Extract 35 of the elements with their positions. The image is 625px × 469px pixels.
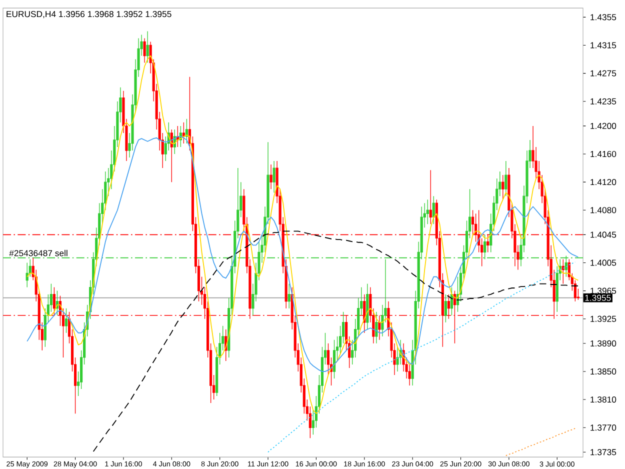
- y-tick-label: 1.4275: [590, 70, 616, 76]
- y-tick-label: 1.4355: [590, 14, 616, 20]
- ref-line-label: 1.3955: [585, 294, 611, 301]
- y-tick-label: 1.4160: [590, 150, 616, 158]
- y-tick-label: 1.4045: [590, 232, 616, 238]
- chart-title: EURUSD,H4 1.3956 1.3968 1.3952 1.3955: [6, 11, 172, 18]
- candlestick: [270, 164, 272, 190]
- ref-line-label: #25436487 sell: [9, 250, 68, 256]
- y-tick-label: 1.4200: [590, 122, 616, 130]
- candlestick: [26, 262, 28, 288]
- candlestick: [429, 170, 432, 224]
- candlestick: [375, 312, 378, 344]
- candlestick: [504, 160, 508, 196]
- candlestick: [426, 199, 429, 224]
- y-tick-label: 1.3810: [590, 396, 616, 403]
- candlestick: [444, 294, 447, 323]
- y-tick-label: 1.3850: [590, 368, 616, 375]
- y-tick-label: 1.4235: [590, 98, 616, 104]
- candlestick: [64, 308, 68, 334]
- candlestick: [182, 122, 185, 144]
- candlestick: [502, 174, 504, 200]
- candlestick: [288, 283, 290, 309]
- y-tick-label: 1.3925: [590, 316, 616, 322]
- candlestick: [272, 160, 276, 193]
- y-tick-label: 1.4080: [590, 207, 616, 214]
- candlestick: [170, 129, 173, 182]
- y-tick-label: 1.3770: [590, 424, 616, 431]
- y-tick-label: 1.3735: [590, 449, 616, 456]
- y-tick-label: 1.4315: [590, 42, 616, 48]
- candlestick: [146, 30, 149, 64]
- y-tick-label: 1.4005: [590, 260, 616, 266]
- y-tick-label: 1.4120: [590, 179, 616, 186]
- candlestick: [143, 38, 146, 64]
- candlestick: [562, 258, 564, 284]
- y-tick-label: 1.3890: [590, 340, 616, 346]
